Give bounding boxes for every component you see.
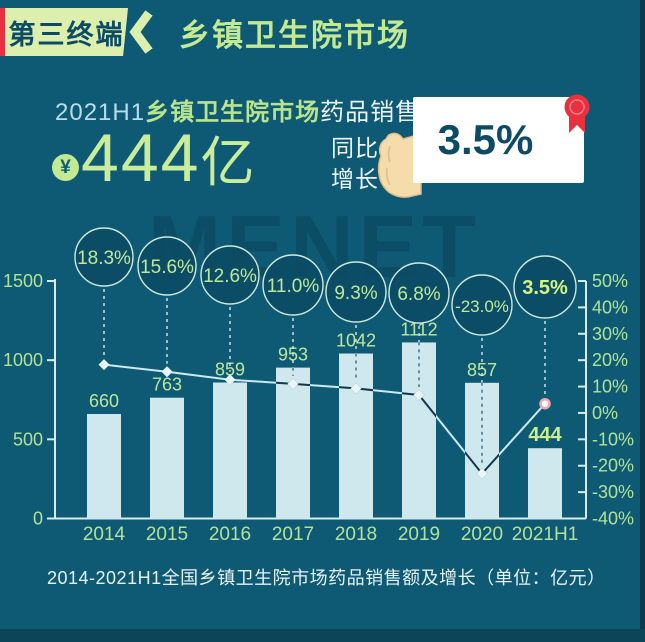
x-axis-label: 2014 [83,524,126,545]
x-axis-label: 2016 [209,524,251,545]
bar-value-label: 763 [152,375,182,395]
x-axis-label: 2015 [146,524,188,545]
growth-bubble [200,245,260,305]
line-marker [287,378,299,390]
bar-2014 [87,414,121,519]
line-marker-current [539,397,551,410]
headline: 2021H1乡镇卫生院市场药品销售额达 [55,92,470,127]
bar-2015 [150,397,184,519]
line-marker [476,468,488,480]
left-axis-label: 1000 [3,350,43,370]
right-axis-label: 50% [592,271,628,291]
footer-strip [0,629,645,642]
line-marker [161,366,173,378]
sales-amount: 444亿 [81,124,254,192]
growth-bubble-label: 3.5% [522,277,568,299]
growth-bubble [388,262,450,324]
growth-bubble [325,261,387,323]
hand-icon [377,132,422,198]
yoy-label-line2: 增长 [331,166,379,193]
bar-value-label: 660 [89,391,119,411]
right-axis-label: -10% [592,429,634,449]
left-axis-label: 1500 [3,271,43,291]
x-axis-label: 2021H1 [512,524,579,545]
right-axis-label: 0% [592,403,618,423]
right-axis-label: -20% [592,456,634,476]
left-axis-label: 0 [33,509,43,529]
headline-period: 2021H1 [55,99,146,126]
growth-bubble [137,236,197,296]
chart-caption: 2014-2021H1全国乡镇卫生院市场药品销售额及增长（单位：亿元） [47,568,606,588]
left-axis-label: 500 [13,429,43,449]
bar-value-label: 444 [528,424,562,446]
sales-amount-unit: 亿 [200,133,255,193]
line-marker [98,359,110,371]
growth-bubble [74,227,134,287]
bar-2021H1 [528,448,562,519]
right-axis-label: -30% [592,482,634,502]
right-axis-label: 20% [592,350,628,370]
line-marker [413,389,425,401]
right-axis-label: 40% [592,297,628,317]
section-badge-label: 第三终端 [8,19,125,50]
bar-value-label: 859 [215,359,245,379]
bar-2017 [276,367,310,519]
line-marker [224,374,236,386]
line-marker [350,382,362,394]
growth-bubble-label: 15.6% [140,257,194,278]
yuan-symbol: ¥ [60,156,71,178]
growth-bubble-label: 6.8% [397,284,440,305]
growth-bubble-label: 9.3% [334,283,377,304]
right-edge-strip [640,0,645,642]
growth-bubble-label: 18.3% [77,248,131,269]
bar-value-label: 1112 [400,319,437,339]
headline-market: 乡镇卫生院市场 [145,99,321,126]
growth-bubble-label: 12.6% [203,266,257,287]
growth-bubble [451,274,513,336]
growth-bubble [513,255,577,319]
x-axis-label: 2017 [272,524,314,545]
sales-amount-value: 444 [81,120,201,196]
yuan-icon: ¥ [52,154,79,181]
page-title: 乡镇卫生院市场 [179,17,410,53]
yoy-label: 同比 增长 [331,133,379,195]
yoy-value: 3.5% [437,116,534,163]
x-axis-label: 2018 [335,524,377,545]
x-axis-label: 2019 [398,524,440,545]
bar-2020 [465,382,499,519]
x-axis-label: 2020 [461,524,503,545]
accent-stripe [0,8,5,56]
medal-ribbon-icon [564,94,590,133]
yoy-card: 3.5% [413,97,584,183]
right-axis-label: 10% [592,377,628,397]
bar-2018 [339,353,373,519]
chevron-left-icon [129,10,153,54]
bar-2016 [213,382,247,519]
bar-2019 [402,342,436,519]
yoy-label-line1: 同比 [331,135,379,161]
section-badge: 第三终端 [5,8,128,56]
growth-bubble-label: -23.0% [455,297,509,316]
growth-bubble [262,254,324,316]
bar-value-label: 857 [467,360,497,380]
right-axis-label: 30% [592,324,628,344]
right-axis-label: -40% [592,509,634,529]
growth-bubble-label: 11.0% [267,276,320,297]
